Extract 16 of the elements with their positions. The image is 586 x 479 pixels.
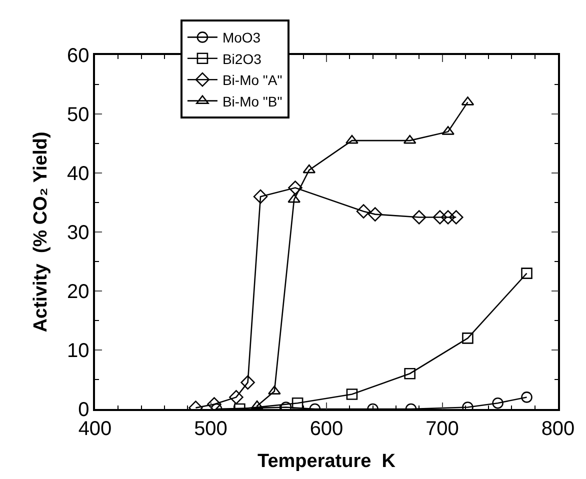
y-tick-label: 50 <box>67 104 90 126</box>
x-tick-label: 500 <box>194 418 228 440</box>
y-axis-title: Activity (% CO₂ Yield) <box>30 132 52 332</box>
x-tick-label: 700 <box>426 418 459 440</box>
x-tick-label: 800 <box>541 418 575 440</box>
legend-label: Bi-Mo "B" <box>222 93 282 110</box>
y-tick-label: 60 <box>67 45 90 67</box>
y-tick-label: 40 <box>67 163 90 185</box>
y-tick-label: 10 <box>67 340 90 362</box>
legend-label: MoO3 <box>222 30 261 46</box>
y-tick-label: 30 <box>67 222 90 244</box>
y-tick-label: 20 <box>67 281 90 303</box>
x-axis-title: Temperature K <box>258 451 396 472</box>
legend-label: Bi-Mo "A" <box>222 72 282 88</box>
x-tick-label: 600 <box>310 418 344 440</box>
legend-label: Bi2O3 <box>222 50 262 67</box>
